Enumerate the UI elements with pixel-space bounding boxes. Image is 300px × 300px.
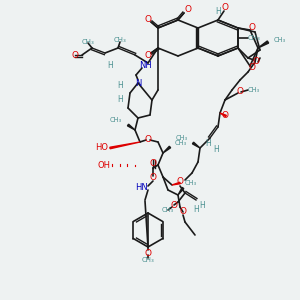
Text: O: O (149, 173, 157, 182)
Text: O: O (179, 208, 187, 217)
Polygon shape (128, 124, 135, 130)
Text: O: O (221, 110, 229, 119)
Polygon shape (220, 113, 226, 117)
Text: O: O (145, 50, 152, 59)
Text: CH₃: CH₃ (82, 39, 94, 45)
Text: HO: HO (95, 143, 108, 152)
Text: H: H (107, 61, 113, 70)
Text: N: N (135, 79, 141, 88)
Text: CH₃: CH₃ (274, 37, 286, 43)
Text: H: H (193, 206, 199, 214)
Text: O: O (253, 58, 260, 67)
Text: H: H (213, 146, 219, 154)
Text: O: O (248, 64, 256, 73)
Text: H: H (117, 95, 123, 104)
Text: O: O (170, 200, 178, 209)
Polygon shape (178, 188, 184, 195)
Text: O: O (145, 16, 152, 25)
Text: CH₃: CH₃ (110, 117, 122, 123)
Text: CH₃: CH₃ (162, 207, 174, 213)
Text: O: O (236, 88, 244, 97)
Text: O: O (221, 4, 229, 13)
Text: CH₃: CH₃ (248, 87, 260, 93)
Polygon shape (172, 182, 180, 185)
Text: O: O (145, 248, 152, 257)
Text: CH₃: CH₃ (248, 35, 261, 41)
Text: OH: OH (97, 160, 110, 169)
Text: CH₃: CH₃ (185, 180, 197, 186)
Text: HN: HN (135, 184, 148, 193)
Text: CH₃: CH₃ (114, 37, 126, 43)
Text: H: H (205, 139, 211, 148)
Text: O: O (176, 178, 184, 187)
Text: H: H (117, 80, 123, 89)
Text: O: O (71, 50, 79, 59)
Polygon shape (192, 142, 200, 148)
Text: O: O (149, 158, 157, 167)
Text: CH₃: CH₃ (142, 257, 154, 263)
Text: CH₃: CH₃ (175, 140, 187, 146)
Text: O: O (145, 136, 152, 145)
Text: H: H (215, 8, 221, 16)
Text: O: O (248, 23, 256, 32)
Polygon shape (258, 41, 268, 48)
Text: NH: NH (139, 61, 152, 70)
Polygon shape (110, 142, 140, 149)
Text: O: O (184, 5, 191, 14)
Text: H: H (199, 200, 205, 209)
Polygon shape (163, 146, 171, 153)
Text: CH₃: CH₃ (176, 135, 188, 141)
